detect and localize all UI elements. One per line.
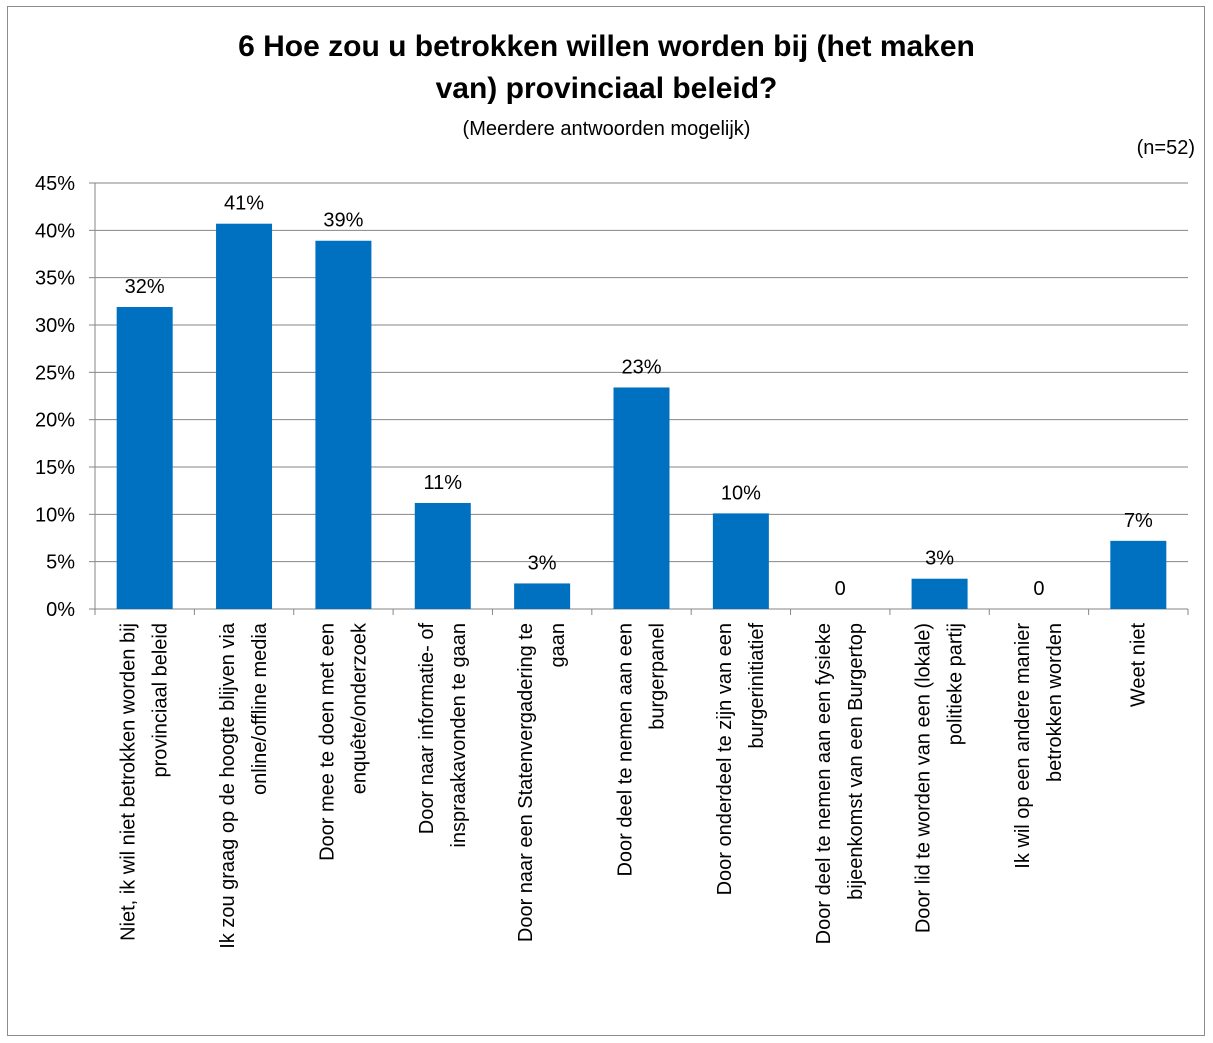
x-tick-label: burgerpanel <box>647 623 669 730</box>
y-tick-label: 40% <box>35 220 75 242</box>
data-label: 32% <box>125 276 165 298</box>
x-tick-label: Door naar een Statenvergadering te <box>515 623 537 942</box>
y-tick-label: 45% <box>35 173 75 195</box>
bar <box>315 240 372 609</box>
x-tick-label: online/offline media <box>249 622 271 795</box>
x-tick-label: Door onderdeel te zijn van een <box>714 623 736 895</box>
data-label: 3% <box>925 548 954 570</box>
sample-size-note: (n=52) <box>1136 137 1195 159</box>
bar <box>613 387 670 609</box>
x-tick-label: Door deel te nemen aan een fysieke <box>813 623 835 944</box>
x-tick-label: Weet niet <box>1127 623 1149 708</box>
x-tick-label: Ik wil op een andere manier <box>1012 623 1034 869</box>
data-label: 23% <box>621 356 661 378</box>
x-tick-label: Door lid te worden van een (lokale) <box>913 623 935 933</box>
y-tick-label: 35% <box>35 268 75 290</box>
chart-title-line-1: 6 Hoe zou u betrokken willen worden bij … <box>238 30 975 63</box>
x-tick-label: Niet, ik wil niet betrokken worden bij <box>118 623 140 941</box>
chart-title-line-2: van) provinciaal beleid? <box>435 72 778 105</box>
data-label: 39% <box>323 210 363 232</box>
bar <box>414 502 471 609</box>
bar <box>216 223 273 609</box>
x-tick-label: Door naar informatie- of <box>416 623 438 835</box>
y-tick-label: 20% <box>35 410 75 432</box>
x-tick-label: provinciaal beleid <box>150 623 172 778</box>
chart-subtitle: (Meerdere antwoorden mogelijk) <box>462 118 751 140</box>
data-label: 0 <box>1033 578 1044 600</box>
data-label: 41% <box>224 193 264 215</box>
y-tick-label: 15% <box>35 457 75 479</box>
data-label: 11% <box>423 472 462 494</box>
data-label: 10% <box>721 482 761 504</box>
bar <box>116 307 173 609</box>
data-label: 7% <box>1124 510 1153 532</box>
bar <box>712 513 769 609</box>
y-tick-label: 0% <box>46 599 75 621</box>
chart-area <box>7 6 1205 1036</box>
bar <box>514 583 571 609</box>
x-tick-label: gaan <box>547 623 569 668</box>
x-tick-label: enquête/onderzoek <box>348 622 370 794</box>
x-tick-label: Door deel te nemen aan een <box>615 623 637 877</box>
x-tick-label: inspraakavonden te gaan <box>448 623 470 848</box>
bar <box>911 578 968 609</box>
chart-title: 6 Hoe zou u betrokken willen worden bij … <box>0 26 1213 110</box>
x-tick-label: politieke partij <box>945 623 967 745</box>
bar <box>1110 540 1167 609</box>
y-tick-label: 30% <box>35 315 75 337</box>
x-tick-label: betrokken worden <box>1044 623 1066 782</box>
data-label: 3% <box>528 552 557 574</box>
x-tick-label: burgerinitiatief <box>746 623 768 749</box>
y-tick-label: 25% <box>35 362 75 384</box>
x-tick-label: bijeenkomst van een Burgertop <box>845 623 867 900</box>
y-tick-label: 5% <box>46 552 75 574</box>
x-tick-label: Door mee te doen met een <box>316 623 338 861</box>
x-tick-label: Ik zou graag op de hoogte blijven via <box>217 622 239 949</box>
data-label: 0 <box>835 578 846 600</box>
y-tick-label: 10% <box>35 504 75 526</box>
